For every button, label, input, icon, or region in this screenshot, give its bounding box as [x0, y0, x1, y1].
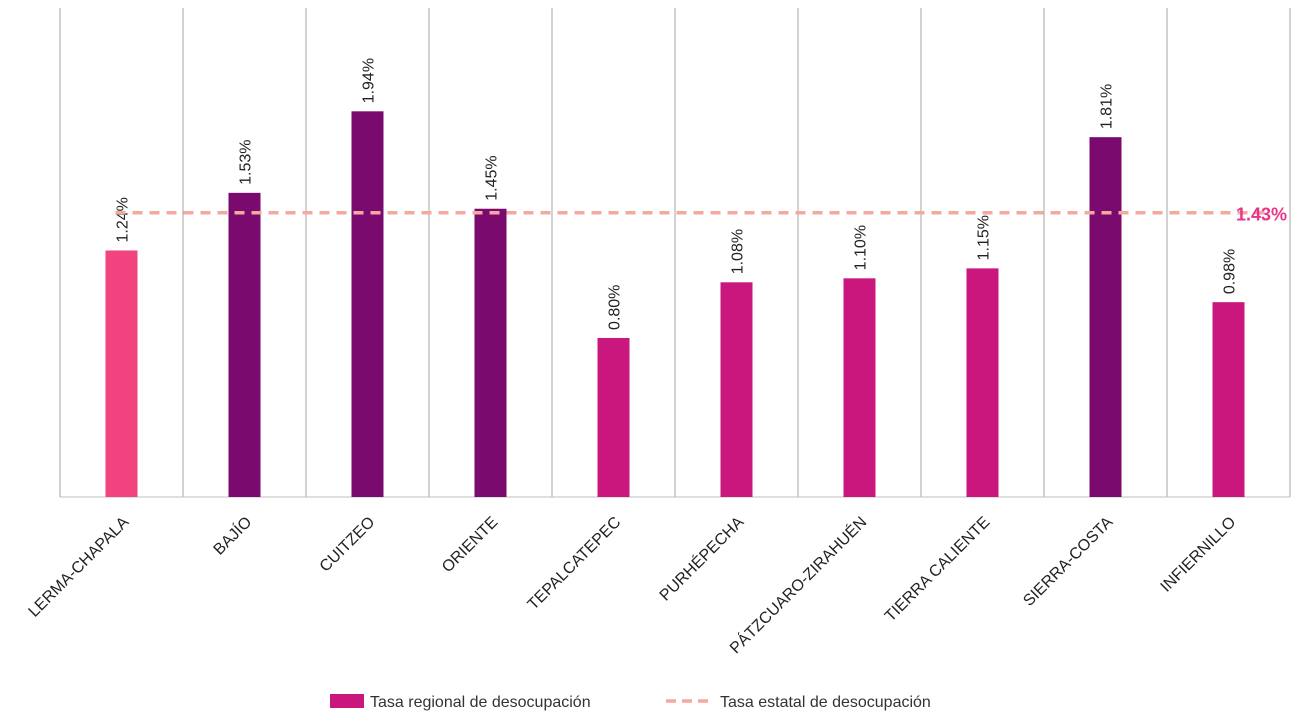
value-label: 0.80%	[607, 285, 624, 330]
value-label: 1.81%	[1099, 84, 1116, 129]
value-label: 1.10%	[853, 225, 870, 270]
value-label: 1.53%	[238, 139, 255, 184]
category-label: PÁTZCUARO-ZIRAHUÉN	[726, 512, 871, 657]
bar	[966, 268, 999, 497]
category-label: BAJÍO	[209, 512, 255, 558]
reference-line-group: 1.43%	[115, 205, 1287, 225]
bar	[597, 337, 630, 497]
value-label: 0.98%	[1222, 249, 1239, 294]
category-label: SIERRA-COSTA	[1020, 514, 1116, 610]
category-label: PURHÉPECHA	[655, 512, 747, 604]
value-label: 1.15%	[976, 215, 993, 260]
bar	[474, 208, 507, 498]
value-label: 1.45%	[484, 155, 501, 200]
category-label: INFIERNILLO	[1158, 514, 1240, 596]
value-label: 1.08%	[730, 229, 747, 274]
value-label: 1.94%	[361, 58, 378, 103]
bar	[228, 192, 261, 497]
category-label: TIERRA CALIENTE	[882, 514, 993, 625]
bars	[105, 111, 1245, 498]
bar	[720, 282, 753, 497]
category-label: CUITZEO	[317, 514, 379, 576]
legend-label-state: Tasa estatal de desocupación	[720, 694, 931, 711]
bar	[1212, 302, 1245, 497]
bar	[105, 250, 138, 497]
bar	[351, 111, 384, 497]
category-label: ORIENTE	[439, 514, 501, 576]
bar	[1089, 137, 1122, 497]
category-labels: LERMA-CHAPALA BAJÍO CUITZEO ORIENTE TEPALCAT…	[26, 512, 1240, 657]
category-label: TEPALCATEPEC	[525, 514, 625, 614]
value-labels: 1.24% 1.53% 1.94% 1.45% 0.80% 1.08% 1.10% 1.15%…	[115, 58, 1239, 330]
legend-swatch-bar	[330, 694, 364, 708]
state-rate-label: 1.43%	[1236, 205, 1287, 225]
bar	[843, 278, 876, 497]
legend: Tasa regional de desocupación Tasa estata…	[330, 694, 931, 711]
value-label: 1.24%	[115, 197, 132, 242]
category-label: LERMA-CHAPALA	[26, 514, 133, 621]
legend-label-regional: Tasa regional de desocupación	[370, 694, 591, 711]
gridlines	[59, 8, 1291, 498]
